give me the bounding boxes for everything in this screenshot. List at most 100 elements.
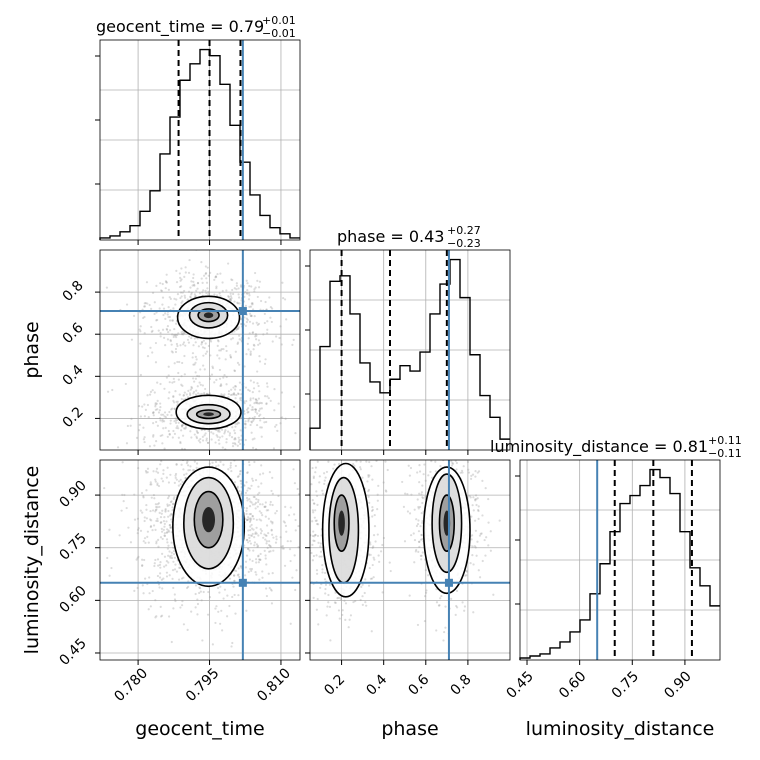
scatter-point	[154, 503, 157, 506]
scatter-point	[160, 289, 163, 292]
scatter-point	[234, 425, 237, 428]
scatter-point	[219, 384, 222, 388]
scatter-point	[159, 615, 163, 618]
scatter-point	[235, 328, 238, 331]
scatter-point	[460, 469, 464, 472]
scatter-point	[158, 505, 161, 509]
scatter-point	[281, 547, 284, 550]
scatter-point	[323, 472, 326, 475]
scatter-point	[248, 549, 251, 552]
scatter-point	[174, 474, 177, 477]
scatter-point	[171, 568, 175, 572]
scatter-point	[265, 420, 268, 424]
scatter-point	[259, 558, 262, 561]
scatter-point	[176, 400, 179, 403]
scatter-point	[170, 414, 173, 417]
scatter-point	[250, 421, 253, 424]
scatter-point	[173, 568, 177, 571]
scatter-point	[159, 402, 162, 405]
scatter-point	[134, 439, 136, 441]
scatter-point	[168, 391, 171, 394]
scatter-point	[205, 277, 208, 280]
scatter-point	[143, 403, 146, 406]
scatter-point	[173, 593, 176, 596]
scatter-point	[244, 438, 247, 442]
scatter-point	[234, 438, 237, 441]
scatter-point	[285, 530, 288, 533]
scatter-point	[265, 332, 269, 335]
scatter-point	[239, 429, 242, 432]
scatter-point	[257, 555, 260, 558]
scatter-point	[199, 368, 202, 371]
density-core	[338, 510, 345, 536]
scatter-point	[152, 470, 155, 473]
scatter-point	[223, 430, 227, 433]
scatter-point	[441, 452, 443, 454]
scatter-point	[321, 492, 325, 495]
scatter-point	[179, 441, 182, 445]
scatter-point	[234, 422, 237, 425]
scatter-point	[253, 344, 256, 347]
scatter-point	[421, 501, 424, 505]
axes-frame	[99, 39, 301, 241]
scatter-point	[376, 508, 379, 511]
scatter-point	[172, 552, 176, 556]
scatter-point	[252, 495, 255, 499]
scatter-point	[267, 532, 270, 535]
scatter-point	[251, 479, 255, 482]
scatter-point	[323, 479, 326, 482]
scatter-point	[203, 434, 206, 437]
scatter-point	[216, 435, 219, 438]
scatter-point	[180, 331, 183, 334]
scatter-point	[153, 564, 156, 568]
scatter-point	[189, 465, 192, 468]
scatter-point	[250, 484, 253, 487]
scatter-point	[215, 285, 218, 288]
scatter-point	[164, 280, 168, 283]
scatter-point	[247, 529, 250, 532]
scatter-point	[315, 554, 318, 557]
scatter-point	[187, 431, 189, 433]
scatter-point	[177, 480, 181, 483]
scatter-point	[159, 382, 162, 386]
scatter-point	[321, 564, 324, 567]
scatter-point	[171, 509, 174, 512]
scatter-point	[253, 415, 256, 419]
scatter-point	[183, 289, 186, 293]
scatter-point	[246, 342, 249, 346]
scatter-point	[303, 523, 305, 525]
scatter-point	[417, 550, 420, 553]
scatter-point	[161, 480, 165, 483]
scatter-point	[279, 416, 283, 420]
scatter-point	[168, 319, 172, 322]
scatter-point	[274, 425, 277, 428]
scatter-point	[225, 375, 228, 379]
scatter-point	[336, 597, 339, 600]
scatter-point	[264, 501, 267, 504]
scatter-point	[367, 490, 370, 493]
scatter-point	[312, 554, 316, 558]
scatter-point	[401, 480, 404, 484]
scatter-point	[141, 558, 144, 561]
scatter-point	[196, 462, 199, 465]
scatter-point	[169, 297, 172, 300]
scatter-point	[123, 493, 126, 497]
scatter-point	[125, 442, 129, 445]
hist-panel-phase	[305, 249, 511, 455]
scatter-point	[311, 520, 314, 523]
ytick-label: 0.8	[60, 278, 87, 305]
scatter-point	[430, 476, 434, 479]
scatter-point	[264, 300, 267, 304]
scatter-point	[203, 274, 206, 277]
scatter-point	[191, 451, 193, 453]
scatter-point	[474, 546, 477, 549]
scatter-point	[270, 489, 273, 493]
axes-frame	[99, 459, 301, 661]
scatter-point	[419, 525, 422, 528]
scatter-point	[245, 512, 248, 515]
scatter-point	[271, 572, 274, 575]
scatter-point	[172, 395, 175, 399]
scatter-point	[471, 545, 474, 548]
scatter-point	[214, 275, 218, 278]
scatter-point	[172, 429, 175, 433]
